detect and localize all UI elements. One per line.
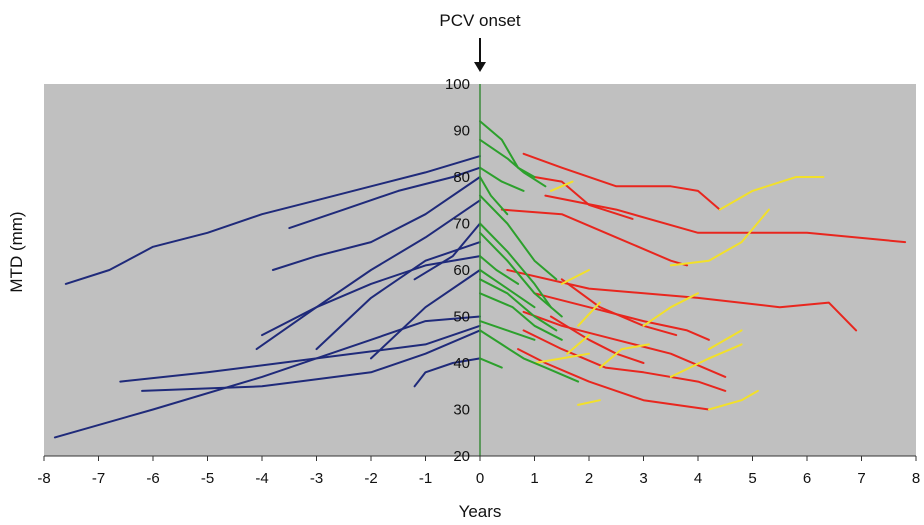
series-line-late-post-33 (549, 315, 645, 364)
series-line-recurrence-48 (707, 389, 759, 411)
series-line-recurrence-41 (577, 301, 601, 327)
series-line-pre-pcv-6 (370, 269, 481, 360)
x-tick-label: -8 (37, 470, 50, 487)
series-line-early-post-22 (479, 292, 563, 341)
x-tick-label: 5 (748, 470, 756, 487)
x-axis-ticks: -8 -7 -6 -5 -4 -3 -2 -1 0 1 2 3 4 5 6 7 8 (37, 456, 920, 487)
series-line-early-post-21 (479, 278, 558, 332)
down-arrow-icon (474, 38, 486, 72)
series-line-early-post-23 (479, 320, 536, 341)
series-line-pre-pcv-11 (413, 357, 481, 388)
x-tick-label: -5 (201, 470, 214, 487)
y-tick-label: 90 (453, 123, 470, 140)
y-tick-label: 100 (445, 76, 470, 93)
series-line-late-post-34 (522, 329, 727, 392)
x-tick-label: 3 (639, 470, 647, 487)
series-line-early-post-13 (479, 138, 547, 188)
series-line-recurrence-38 (718, 176, 825, 211)
series-line-late-post-28 (500, 208, 689, 267)
series-line-recurrence-44 (642, 292, 699, 327)
series-line-early-post-19 (479, 255, 520, 285)
series-line-early-post-14 (479, 166, 525, 192)
y-tick-label: 30 (453, 402, 470, 419)
series-line-early-post-15 (479, 176, 509, 216)
x-tick-label: 8 (912, 470, 920, 487)
y-tick-label: 70 (453, 216, 470, 233)
x-tick-label: 7 (857, 470, 865, 487)
series-line-recurrence-49 (533, 352, 590, 364)
series-line-recurrence-42 (598, 343, 650, 369)
x-tick-label: 0 (476, 470, 484, 487)
series-line-pre-pcv-3 (255, 199, 481, 351)
series-line-late-post-35 (517, 348, 710, 411)
series-line-early-post-25 (479, 357, 503, 369)
series-line-late-post-30 (506, 269, 858, 332)
x-tick-label: -4 (255, 470, 268, 487)
x-tick-label: -2 (364, 470, 377, 487)
y-tick-label: 50 (453, 309, 470, 326)
series-line-pre-pcv-10 (53, 315, 481, 439)
series-layer (53, 120, 907, 439)
y-tick-label: 60 (453, 262, 470, 279)
series-line-recurrence-46 (707, 329, 743, 351)
series-line-early-post-24 (479, 329, 580, 383)
series-line-recurrence-40 (560, 269, 590, 285)
series-line-late-post-26 (522, 152, 721, 211)
series-line-pre-pcv-2 (271, 176, 481, 271)
y-tick-label: 80 (453, 169, 470, 186)
y-tick-label: 40 (453, 355, 470, 372)
y-tick-label: 20 (453, 448, 470, 465)
arrow-head (474, 62, 486, 72)
series-line-late-post-31 (533, 292, 710, 341)
series-line-late-post-36 (560, 278, 678, 337)
series-line-recurrence-47 (577, 399, 601, 406)
x-tick-label: 2 (585, 470, 593, 487)
series-line-pre-pcv-0 (64, 155, 481, 285)
series-line-early-post-17 (479, 222, 552, 309)
x-tick-label: -1 (419, 470, 432, 487)
x-tick-label: -6 (146, 470, 159, 487)
x-tick-label: -3 (310, 470, 323, 487)
y-axis-ticks: 20 30 40 50 60 70 80 90 100 (445, 76, 470, 465)
series-line-early-post-18 (479, 231, 563, 318)
series-line-recurrence-37 (549, 180, 574, 192)
series-line-late-post-27 (533, 176, 634, 220)
y-axis-title: MTD (mm) (7, 211, 26, 292)
series-line-recurrence-45 (669, 343, 743, 378)
pcv-onset-annotation: PCV onset (439, 11, 521, 30)
series-line-pre-pcv-5 (315, 241, 481, 351)
x-tick-label: -7 (92, 470, 105, 487)
x-axis-title: Years (459, 502, 502, 521)
x-tick-label: 6 (803, 470, 811, 487)
series-line-pre-pcv-1 (288, 166, 481, 230)
series-line-early-post-20 (479, 269, 536, 309)
series-line-pre-pcv-7 (413, 222, 481, 281)
series-line-late-post-29 (544, 194, 907, 244)
series-line-late-post-32 (522, 310, 727, 378)
series-line-recurrence-39 (669, 208, 770, 267)
x-tick-label: 1 (530, 470, 538, 487)
series-line-recurrence-43 (566, 334, 590, 355)
x-tick-label: 4 (694, 470, 702, 487)
series-line-early-post-16 (479, 194, 558, 281)
series-line-early-post-12 (479, 120, 536, 178)
